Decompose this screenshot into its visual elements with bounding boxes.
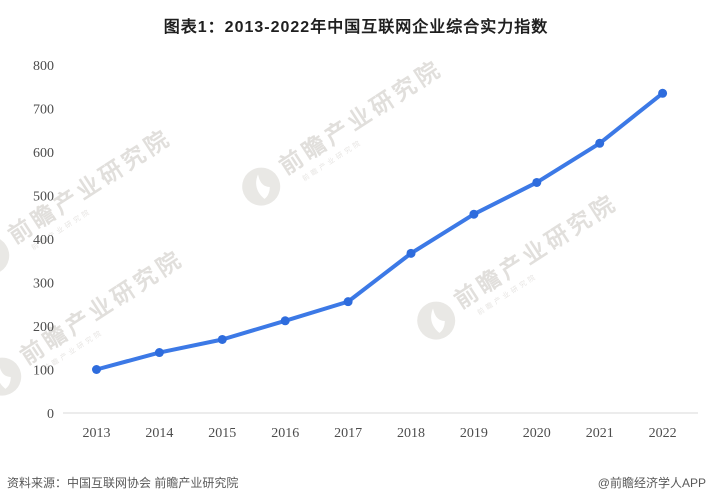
data-point <box>658 88 668 98</box>
y-axis-tick-label: 800 <box>33 59 54 74</box>
y-axis-tick-label: 200 <box>33 320 54 335</box>
data-point <box>595 138 605 148</box>
x-axis-tick-label: 2014 <box>145 426 173 441</box>
y-axis-tick-label: 500 <box>33 190 54 205</box>
y-axis-tick-label: 600 <box>33 146 54 161</box>
line-chart-plot: 0 100 200 300 400 500 600 700 800 2013 2014 2015 201… <box>33 59 698 441</box>
app-credit: @前瞻经济学人APP <box>597 476 706 490</box>
x-axis-tick-label: 2015 <box>208 426 236 441</box>
data-point <box>532 177 542 187</box>
y-axis-tick-label: 700 <box>33 103 54 118</box>
data-point <box>343 297 353 307</box>
x-axis-tick-label: 2022 <box>649 426 677 441</box>
data-point <box>217 334 227 344</box>
x-axis-tick-label: 2016 <box>271 426 299 441</box>
data-point <box>280 316 290 326</box>
x-axis-tick-label: 2013 <box>83 426 111 441</box>
y-axis-tick-label: 100 <box>33 364 54 379</box>
y-axis-tick-label: 300 <box>33 277 54 292</box>
data-point <box>92 365 101 374</box>
chart-title: 图表1：2013-2022年中国互联网企业综合实力指数 <box>163 19 549 36</box>
data-point <box>406 248 416 258</box>
source-note: 资料来源：中国互联网协会 前瞻产业研究院 <box>7 476 239 490</box>
series-line <box>94 91 665 372</box>
x-axis-tick-label: 2018 <box>397 426 425 441</box>
x-axis-tick-label: 2020 <box>523 426 551 441</box>
y-axis-tick-label: 400 <box>33 233 54 248</box>
x-axis-tick-label: 2019 <box>460 426 488 441</box>
data-point <box>154 348 164 358</box>
data-point <box>469 209 479 219</box>
y-axis-tick-label: 0 <box>47 407 54 422</box>
footer: 资料来源：中国互联网协会 前瞻产业研究院 @前瞻经济学人APP <box>0 474 712 491</box>
x-axis-tick-label: 2017 <box>334 426 362 441</box>
x-axis-tick-label: 2021 <box>586 426 614 441</box>
